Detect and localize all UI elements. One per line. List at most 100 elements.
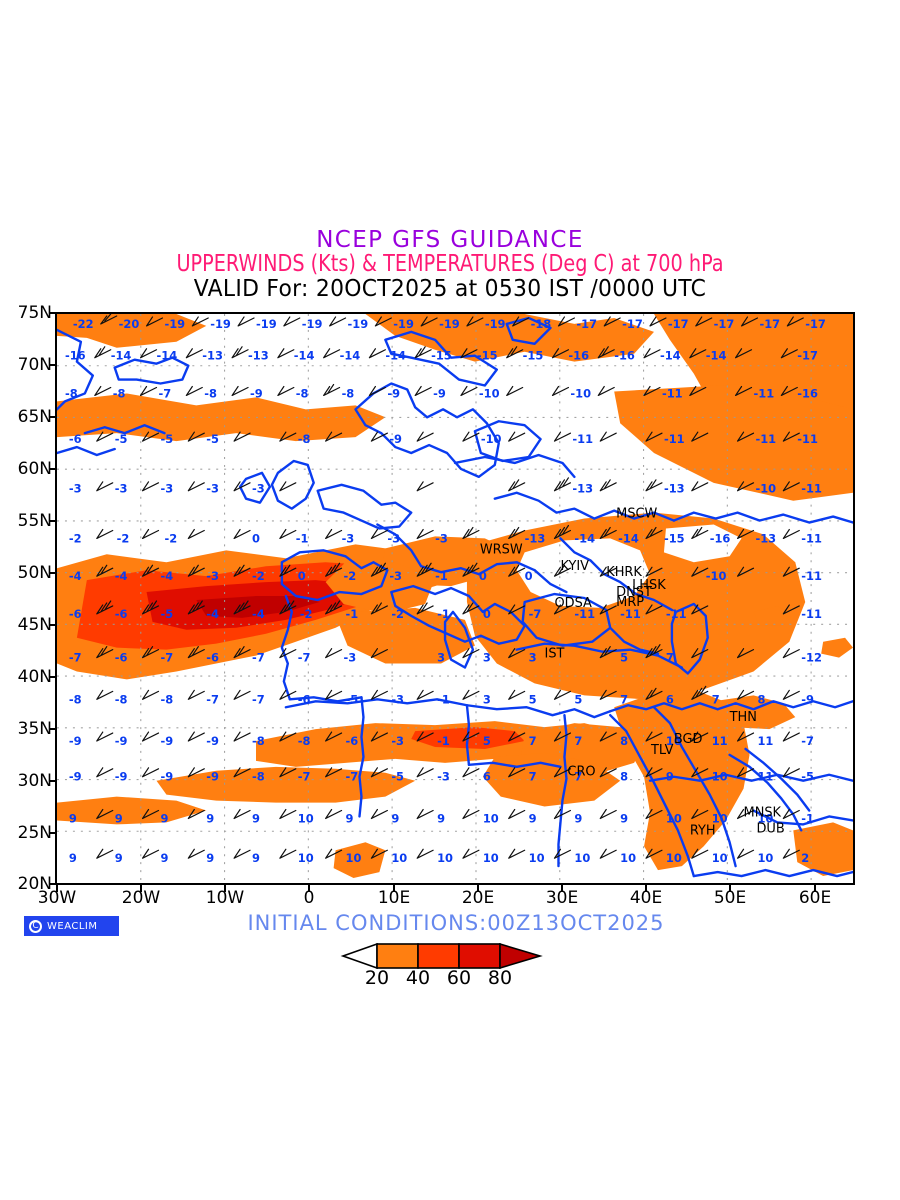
svg-text:9: 9 — [346, 811, 354, 825]
y-tick-label: 65N — [17, 407, 52, 427]
svg-text:10: 10 — [620, 851, 636, 865]
svg-text:-17: -17 — [668, 317, 689, 331]
svg-text:-5: -5 — [391, 770, 404, 784]
svg-text:7: 7 — [712, 692, 720, 706]
svg-text:-3: -3 — [206, 482, 219, 496]
svg-text:-8: -8 — [252, 734, 265, 748]
wind-speed-colorbar[interactable]: 20 40 60 80 — [335, 943, 565, 991]
svg-text:-12: -12 — [801, 651, 822, 665]
svg-text:-14: -14 — [706, 349, 727, 363]
svg-text:-3: -3 — [206, 569, 219, 583]
svg-text:-7: -7 — [252, 692, 265, 706]
svg-text:10: 10 — [666, 734, 682, 748]
svg-text:9: 9 — [115, 811, 123, 825]
svg-text:-17: -17 — [805, 317, 826, 331]
isotach-shading — [57, 314, 853, 879]
svg-text:5: 5 — [529, 692, 537, 706]
x-tick-label: 30W — [37, 888, 77, 908]
svg-text:-11: -11 — [801, 569, 822, 583]
svg-text:DUB: DUB — [756, 821, 784, 836]
x-tick — [477, 884, 479, 892]
svg-text:9: 9 — [69, 811, 77, 825]
svg-text:-3: -3 — [160, 482, 173, 496]
svg-text:0: 0 — [298, 569, 306, 583]
y-tick — [49, 520, 57, 522]
svg-text:-9: -9 — [250, 386, 263, 400]
svg-text:10: 10 — [346, 851, 362, 865]
svg-text:-4: -4 — [160, 569, 173, 583]
colorbar-tick-label: 20 — [364, 967, 390, 989]
svg-text:-11: -11 — [754, 386, 775, 400]
svg-text:MRP: MRP — [616, 595, 644, 610]
svg-text:10: 10 — [712, 811, 728, 825]
svg-text:-11: -11 — [620, 607, 641, 621]
svg-text:7: 7 — [666, 651, 674, 665]
svg-text:-13: -13 — [572, 482, 593, 496]
svg-text:-19: -19 — [485, 317, 506, 331]
svg-text:-5: -5 — [115, 432, 128, 446]
svg-text:-15: -15 — [523, 349, 544, 363]
svg-text:-14: -14 — [618, 531, 639, 545]
svg-text:-8: -8 — [298, 432, 311, 446]
valid-time-label: VALID For: 20OCT2025 at 0530 IST /0000 U… — [193, 275, 707, 302]
svg-text:9: 9 — [69, 851, 77, 865]
page-title: NCEP GFS GUIDANCE — [316, 227, 584, 253]
svg-text:-9: -9 — [160, 770, 173, 784]
svg-text:7: 7 — [574, 734, 582, 748]
svg-text:7: 7 — [620, 692, 628, 706]
svg-text:KYIV: KYIV — [560, 559, 589, 574]
svg-text:-19: -19 — [348, 317, 369, 331]
x-tick — [561, 884, 563, 892]
svg-text:9: 9 — [529, 811, 537, 825]
svg-text:-1: -1 — [437, 734, 450, 748]
svg-text:10: 10 — [666, 851, 682, 865]
svg-text:-8: -8 — [342, 386, 355, 400]
svg-text:5: 5 — [620, 651, 628, 665]
y-tick — [49, 364, 57, 366]
svg-text:-6: -6 — [69, 432, 82, 446]
svg-text:10: 10 — [298, 811, 314, 825]
svg-text:8: 8 — [620, 734, 628, 748]
svg-text:-14: -14 — [385, 349, 406, 363]
map-canvas: -22 -20 -19 -19 -19 -19 -19 -19 -19 -19 -18 -17 … — [57, 314, 853, 883]
svg-text:-17: -17 — [576, 317, 597, 331]
svg-text:-8: -8 — [204, 386, 217, 400]
y-tick — [49, 416, 57, 418]
svg-text:-11: -11 — [662, 386, 683, 400]
x-tick — [140, 884, 142, 892]
svg-text:THN: THN — [729, 710, 757, 725]
svg-text:-7: -7 — [206, 692, 219, 706]
svg-text:-4: -4 — [206, 607, 219, 621]
weaclim-logo-badge[interactable]: C WEACLIM — [24, 916, 119, 936]
svg-text:KHRK: KHRK — [606, 565, 642, 580]
svg-text:-3: -3 — [389, 569, 402, 583]
svg-text:-8: -8 — [160, 692, 173, 706]
y-tick-label: 20N — [17, 874, 52, 894]
svg-text:-9: -9 — [160, 734, 173, 748]
map-plot-area[interactable]: -22 -20 -19 -19 -19 -19 -19 -19 -19 -19 -18 -17 … — [55, 312, 855, 885]
svg-text:-14: -14 — [574, 531, 595, 545]
svg-text:-7: -7 — [158, 386, 171, 400]
svg-text:-9: -9 — [387, 386, 400, 400]
svg-text:-3: -3 — [115, 482, 128, 496]
svg-text:-16: -16 — [568, 349, 589, 363]
x-tick-label: 60E — [798, 888, 832, 908]
svg-text:-6: -6 — [115, 651, 128, 665]
svg-text:-18: -18 — [531, 317, 552, 331]
svg-text:10: 10 — [757, 851, 773, 865]
y-tick — [49, 832, 57, 834]
svg-text:9: 9 — [620, 811, 628, 825]
svg-text:-10: -10 — [481, 432, 502, 446]
svg-text:2: 2 — [801, 851, 809, 865]
svg-text:-3: -3 — [342, 531, 355, 545]
svg-text:10: 10 — [757, 811, 773, 825]
svg-text:-20: -20 — [119, 317, 140, 331]
svg-text:TLV: TLV — [650, 743, 674, 758]
svg-text:-10: -10 — [479, 386, 500, 400]
x-tick-label: 20W — [121, 888, 161, 908]
svg-text:10: 10 — [712, 770, 728, 784]
y-tick — [49, 312, 57, 314]
svg-text:-7: -7 — [69, 651, 82, 665]
svg-text:-11: -11 — [801, 531, 822, 545]
